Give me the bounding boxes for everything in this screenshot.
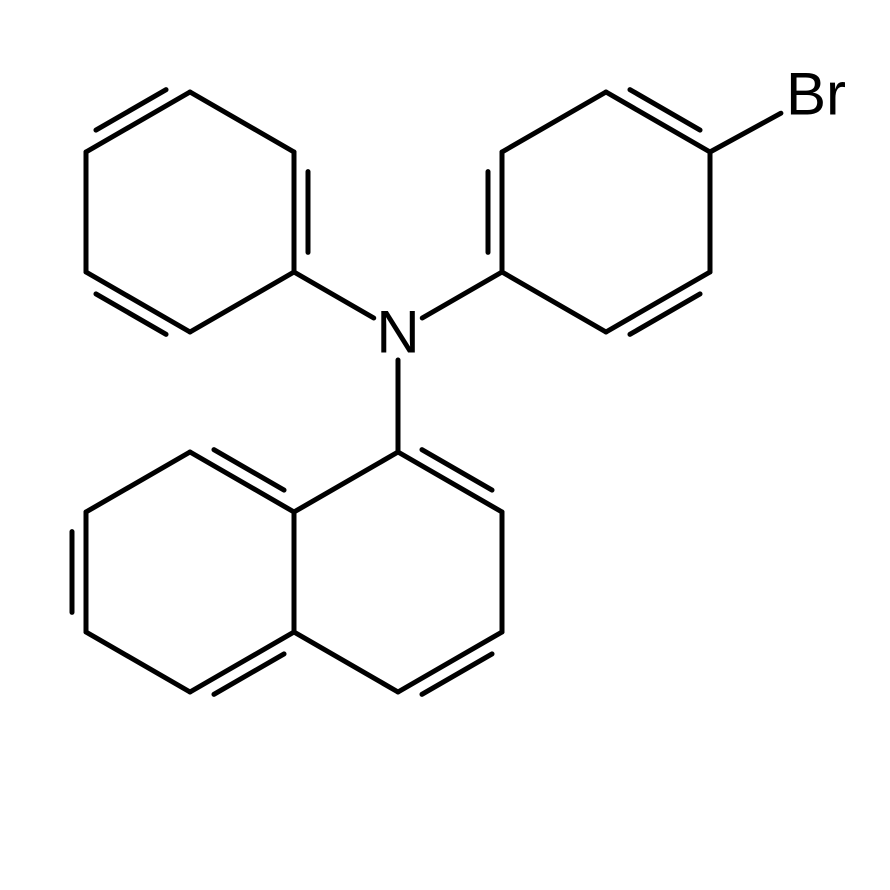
- bond: [294, 632, 398, 692]
- bond: [606, 92, 710, 152]
- chemical-structure-svg: N Br: [0, 0, 890, 890]
- bond: [398, 632, 502, 692]
- bond: [606, 272, 710, 332]
- bond: [502, 92, 606, 152]
- bond: [422, 272, 502, 318]
- bond: [190, 92, 294, 152]
- bond: [190, 272, 294, 332]
- bond: [86, 92, 190, 152]
- bond: [710, 113, 781, 152]
- atom-label-n: N: [376, 299, 419, 366]
- bond: [190, 632, 294, 692]
- atom-label-br: Br: [786, 61, 846, 128]
- bond: [86, 452, 190, 512]
- bond: [294, 452, 398, 512]
- bond: [398, 452, 502, 512]
- bond: [86, 632, 190, 692]
- bond: [502, 272, 606, 332]
- bond: [190, 452, 294, 512]
- bond: [86, 272, 190, 332]
- bond: [294, 272, 374, 318]
